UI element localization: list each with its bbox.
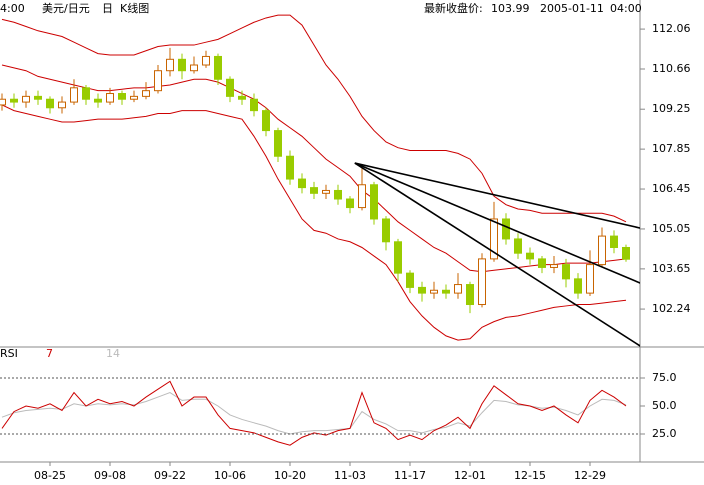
candle-body <box>130 95 138 100</box>
header-period: 日 <box>102 2 113 15</box>
x-tick-label: 11-17 <box>394 469 426 482</box>
candle-body <box>142 90 150 97</box>
candle-body <box>442 289 450 294</box>
y-tick-label: 112.06 <box>652 22 691 35</box>
x-tick-label: 10-20 <box>274 469 306 482</box>
candle-body <box>610 235 618 248</box>
candle-body <box>22 95 30 103</box>
x-tick-label: 11-03 <box>334 469 366 482</box>
candle-body <box>598 235 606 266</box>
candle-body <box>550 264 558 268</box>
candle-body <box>0 98 6 106</box>
candle-body <box>238 95 246 100</box>
bollinger-band <box>1 104 627 341</box>
y-tick-label: 103.65 <box>652 262 691 275</box>
candle-body <box>58 101 66 109</box>
header-date: 2005-01-11 <box>540 2 604 15</box>
candle-body <box>274 130 282 157</box>
candle-body <box>166 58 174 72</box>
x-tick-label: 12-01 <box>454 469 486 482</box>
candle-body <box>298 178 306 189</box>
candle-body <box>214 55 222 80</box>
candle-body <box>202 55 210 66</box>
trend-line <box>354 162 640 347</box>
candle-body <box>322 189 330 194</box>
candle-body <box>178 58 186 72</box>
x-tick-label: 09-22 <box>154 469 186 482</box>
candle-body <box>70 87 78 103</box>
candle-body <box>334 189 342 200</box>
rsi-label: RSI <box>0 347 18 360</box>
candle-body <box>454 284 462 294</box>
candle-body <box>310 187 318 194</box>
candle-body <box>106 93 114 103</box>
y-tick-label: 50.0 <box>652 399 677 412</box>
x-tick-label: 09-08 <box>94 469 126 482</box>
candle-body <box>430 289 438 294</box>
x-tick-label: 10-06 <box>214 469 246 482</box>
y-tick-label: 105.05 <box>652 222 691 235</box>
header-kind: K线图 <box>120 1 149 15</box>
candle-body <box>394 241 402 274</box>
candle-body <box>622 246 630 260</box>
candle-body <box>82 87 90 100</box>
bollinger-band <box>1 14 627 223</box>
candle-body <box>418 286 426 294</box>
x-tick-label: 12-15 <box>514 469 546 482</box>
candle-body <box>562 264 570 280</box>
candle-body <box>94 98 102 103</box>
candle-body <box>34 95 42 100</box>
candle-body <box>10 98 18 103</box>
candle-body <box>154 70 162 92</box>
candle-body <box>574 278 582 294</box>
rsi-panel <box>1 380 627 446</box>
candle-body <box>406 272 414 288</box>
x-tick-label: 12-29 <box>574 469 606 482</box>
trend-line <box>354 162 640 284</box>
candle-body <box>118 93 126 100</box>
candle-body <box>346 198 354 209</box>
candle-body <box>586 264 594 294</box>
candle-body <box>190 64 198 72</box>
candle-body <box>250 98 258 112</box>
header-time-left: 4:00 <box>0 2 25 15</box>
y-tick-label: 75.0 <box>652 371 677 384</box>
candle-body <box>478 258 486 306</box>
candle-body <box>514 238 522 254</box>
y-tick-label: 25.0 <box>652 427 677 440</box>
y-tick-label: 107.85 <box>652 142 691 155</box>
rsi-line <box>1 380 627 446</box>
y-tick-label: 110.66 <box>652 62 691 75</box>
candle-body <box>46 98 54 109</box>
candle-body <box>490 218 498 260</box>
trend-line <box>354 162 640 229</box>
candle-body <box>466 284 474 306</box>
rsi-line <box>1 392 627 435</box>
candle-body <box>538 258 546 268</box>
candle-body <box>526 252 534 260</box>
close-label: 最新收盘价: <box>424 1 483 15</box>
candle-body <box>226 78 234 97</box>
y-tick-label: 109.25 <box>652 102 691 115</box>
candle-body <box>358 184 366 209</box>
legend-entry: 7 <box>46 347 53 360</box>
candle-body <box>502 218 510 240</box>
candle-body <box>382 218 390 243</box>
x-tick-label: 08-25 <box>34 469 66 482</box>
close-value: 103.99 <box>491 2 530 15</box>
candle-body <box>286 155 294 180</box>
y-tick-label: 106.45 <box>652 182 691 195</box>
y-tick-label: 102.24 <box>652 302 691 315</box>
header-time: 04:00 <box>610 2 642 15</box>
candle-body <box>262 110 270 132</box>
candle-body <box>370 184 378 220</box>
header-title: 美元/日元 <box>42 2 90 15</box>
price-panel <box>0 14 640 347</box>
bollinger-band <box>1 64 627 273</box>
legend-entry: 14 <box>106 347 120 360</box>
